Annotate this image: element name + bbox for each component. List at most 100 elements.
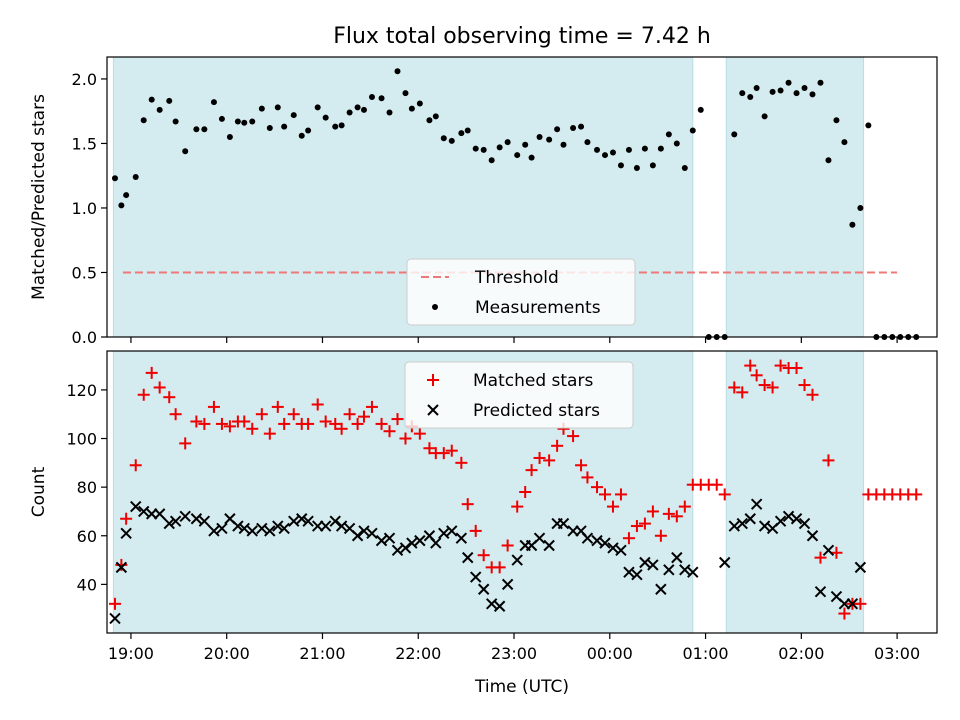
measurement-point [649,162,656,169]
predicted-star-point [750,498,763,510]
measurement-point [641,145,648,152]
matched-star-point [744,359,757,372]
matched-star-point [678,500,691,513]
predicted-star-point [130,500,142,513]
predicted-star-point [375,534,388,547]
measurement-point [602,152,608,159]
predicted-star-point [557,517,570,530]
predicted-star-point [774,515,787,527]
measurement-point [793,90,800,97]
matched-star-point [461,498,474,511]
predicted-star-point [216,522,228,535]
matched-star-point [910,488,923,501]
matched-star-point [591,481,604,494]
measurement-point [546,136,553,143]
matched-star-point [278,417,291,430]
measurement-point [156,106,163,113]
measurement-point [258,105,265,112]
measurement-point [426,117,433,124]
measurement-point [378,95,385,102]
matched-star-point [525,464,538,477]
matched-star-point [581,471,594,484]
predicted-star-point [615,544,627,557]
measurement-point [681,164,688,171]
predicted-star-point [319,520,332,532]
matched-star-point [493,561,506,574]
predicted-star-point [246,525,258,537]
measurement-point [448,137,455,144]
predicted-star-point [728,520,740,532]
predicted-star-point [190,513,203,525]
matched-star-point [153,381,166,394]
matched-star-point [399,432,412,445]
measurement-point [697,106,704,113]
measurement-point [785,79,792,86]
matched-star-point [533,451,546,464]
matched-star-point [287,408,300,421]
matched-star-point [575,459,588,472]
y-tick-label: 40 [77,575,97,594]
y-tick-label: 120 [66,381,97,400]
measurement-point [338,122,345,129]
predicted-star-point [358,525,370,537]
predicted-star-point [329,515,341,527]
predicted-star-point [470,571,482,583]
measurement-point [554,126,561,133]
matched-star-point [351,417,364,430]
measurement-point [625,146,632,153]
measurement-point [825,157,832,164]
predicted-star-point [399,542,412,554]
matched-star-point [670,510,683,523]
predicted-star-point [533,532,546,544]
legend-measurement-swatch [432,304,438,310]
x-tick-label: 03:00 [874,644,920,663]
predicted-star-point [607,542,619,554]
measurement-point [458,130,465,137]
x-tick-label: 20:00 [204,644,250,663]
predicted-star-point [179,510,191,523]
matched-star-point [129,459,142,472]
matched-star-point [599,488,611,501]
measurement-point [731,131,738,138]
y-tick-label: 80 [77,478,97,497]
measurement-point [354,104,361,111]
x-tick-label: 23:00 [491,644,537,663]
y-axis-label: Count [29,466,49,517]
measurement-point [394,68,401,75]
matched-star-point [638,517,651,530]
matched-star-point [477,549,490,562]
matched-star-point [822,454,835,467]
x-tick-label: 00:00 [587,644,633,663]
matched-star-point [246,422,259,435]
matched-star-point [766,381,779,394]
matched-star-point [750,369,763,382]
measurement-point [841,139,848,146]
matched-star-point [814,551,827,564]
measurement-point [609,149,616,156]
matched-star-point [728,381,741,394]
predicted-star-point [477,583,490,595]
matched-star-point [163,391,176,404]
measurement-point [570,124,577,131]
measurement-point [488,157,495,164]
measurement-point [210,99,217,106]
predicted-star-point [493,600,506,612]
matched-star-point [198,417,211,430]
predicted-star-point [264,525,276,537]
matched-star-point [654,529,667,542]
matched-star-point [238,415,251,428]
legend: Threshold Measurements [406,258,636,326]
measurement-point [496,144,503,151]
axes-frame [106,350,938,634]
y-tick-label: 1.0 [72,199,97,218]
matched-star-point [311,398,324,411]
predicted-star-point [198,515,211,527]
matched-star-point [437,447,450,460]
measurement-point [578,123,585,130]
measurement-point [140,117,147,124]
matched-star-point [413,427,426,440]
measurement-point [584,139,591,146]
measurement-point [809,91,816,98]
predicted-star-point [501,578,514,591]
matched-star-point [806,388,819,401]
